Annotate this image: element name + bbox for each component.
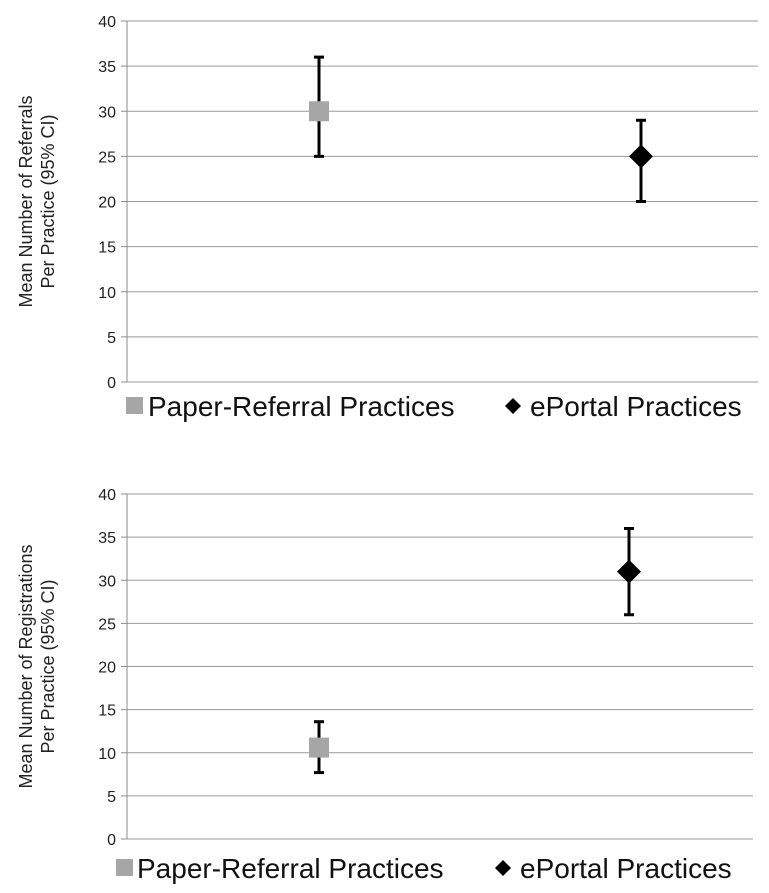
- legend-swatch-square: [126, 397, 143, 414]
- y-tick-label: 30: [98, 104, 116, 121]
- y-tick-label: 10: [98, 746, 116, 763]
- data-point-square: [309, 737, 329, 758]
- data-point-diamond: [617, 559, 641, 584]
- y-tick-label: 30: [98, 573, 116, 590]
- y-axis-label: Mean Number of Referrals Per Practice (95…: [16, 95, 58, 307]
- y-tick-label: 15: [98, 703, 116, 720]
- y-tick-label: 35: [98, 59, 116, 76]
- legend-label: ePortal Practices: [530, 391, 742, 422]
- y-axis-label-line-2: Per Practice (95% CI): [38, 114, 58, 288]
- y-tick-label: 40: [98, 487, 116, 504]
- y-tick-label: 20: [98, 660, 116, 677]
- y-tick-label: 0: [107, 832, 116, 849]
- legend-swatch-diamond: [495, 860, 511, 876]
- legend: Paper-Referral Practices ePortal Practice…: [126, 391, 742, 422]
- data-point-square: [309, 101, 329, 122]
- y-axis-label-line-1: Mean Number of Referrals: [16, 95, 36, 307]
- y-tick-label: 5: [107, 789, 116, 806]
- y-tick-label: 25: [98, 149, 116, 166]
- y-tick-label: 25: [98, 616, 116, 633]
- legend: Paper-Referral Practices ePortal Practice…: [116, 853, 732, 884]
- legend-swatch-diamond: [505, 398, 521, 414]
- y-tick-label: 10: [98, 285, 116, 302]
- data-point-diamond: [629, 144, 653, 169]
- legend-label: Paper-Referral Practices: [137, 853, 444, 884]
- y-axis-label-line-1: Mean Number of Registrations: [16, 544, 36, 788]
- y-tick-label: 5: [107, 330, 116, 347]
- y-tick-label: 40: [98, 14, 116, 31]
- y-tick-label: 15: [98, 240, 116, 257]
- y-tick-label: 35: [98, 530, 116, 547]
- y-axis-label: Mean Number of Registrations Per Practice…: [16, 544, 58, 788]
- y-tick-label: 20: [98, 195, 116, 212]
- y-axis-label-line-2: Per Practice (95% CI): [38, 579, 58, 753]
- y-tick-label: 0: [107, 375, 116, 392]
- legend-label: Paper-Referral Practices: [148, 391, 455, 422]
- legend-label: ePortal Practices: [520, 853, 732, 884]
- legend-swatch-square: [116, 859, 133, 876]
- chart-panel-1: 0 5 10 15 20 25 30 35 40 Mean Number of Referrals…: [16, 14, 758, 422]
- chart-panel-2: 0 5 10 15 20 25 30 35 40 Mean Number of Registrat…: [16, 487, 753, 884]
